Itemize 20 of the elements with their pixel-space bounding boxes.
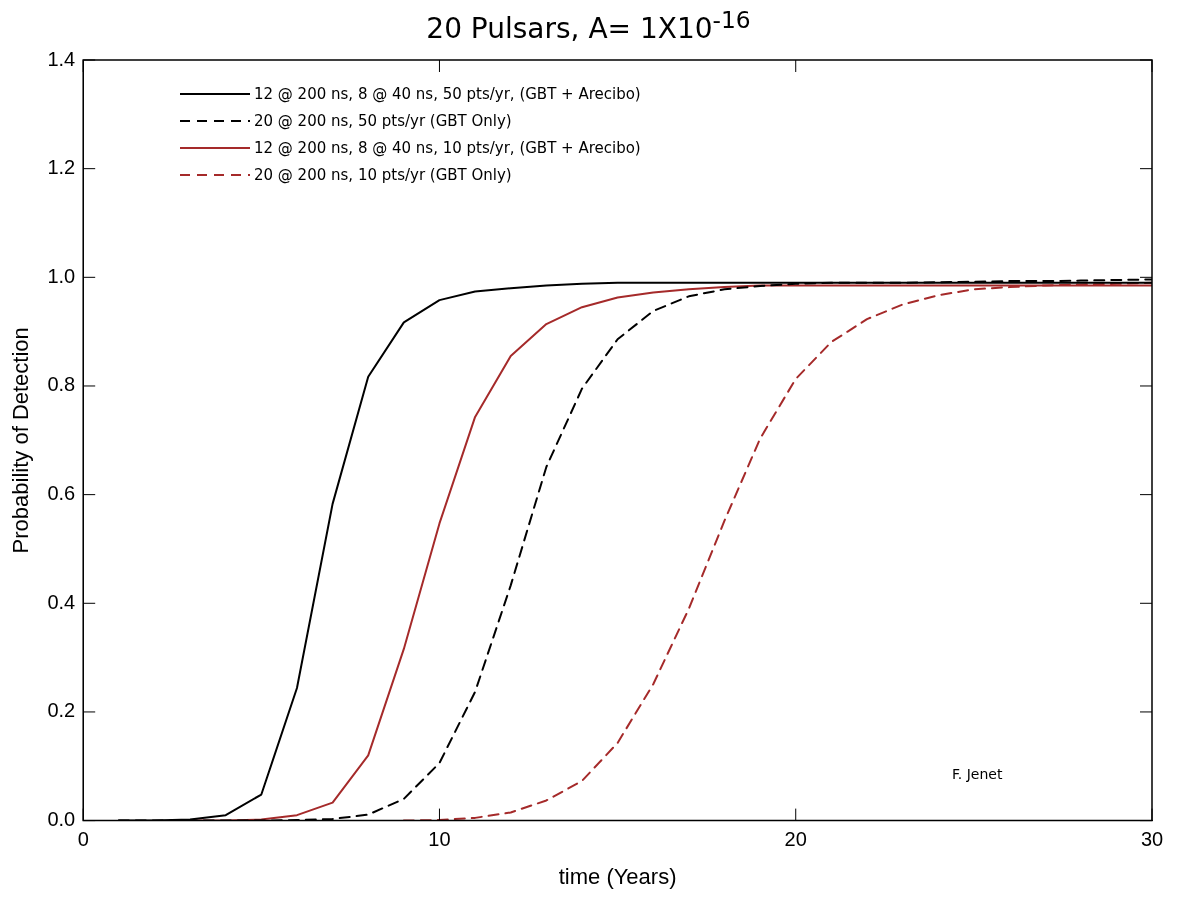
annotation: F. Jenet — [952, 766, 1003, 783]
chart-title: 20 Pulsars, A= 1X10$^{-16}$ — [425, 6, 752, 46]
y-tick-label: 0.2 — [47, 699, 76, 722]
y-tick-label: 1.0 — [47, 264, 76, 287]
y-tick-label: 1.2 — [47, 156, 76, 179]
y-tick-label: 1.4 — [47, 47, 76, 70]
y-tick-label: 0.6 — [47, 482, 76, 505]
legend-label: 20 @ 200 ns, 50 pts/yr (GBT Only) — [254, 111, 512, 130]
x-tick-label: 30 — [1140, 828, 1164, 851]
y-tick-label: 0.8 — [47, 373, 76, 396]
x-tick-label: 0 — [77, 828, 89, 851]
legend-label: 12 @ 200 ns, 8 @ 40 ns, 50 pts/yr, (GBT + Arecibo) — [254, 84, 641, 103]
y-tick-label: 0.0 — [47, 808, 76, 831]
y-axis-title: Probability of Detection — [8, 327, 34, 554]
x-tick-label: 20 — [784, 828, 807, 851]
legend-label: 12 @ 200 ns, 8 @ 40 ns, 10 pts/yr, (GBT + Arecibo) — [254, 138, 641, 157]
legend-label: 20 @ 200 ns, 10 pts/yr (GBT Only) — [254, 165, 512, 184]
x-tick-label: 10 — [428, 828, 451, 851]
y-tick-label: 0.4 — [47, 590, 76, 613]
x-axis-title: time (Years) — [558, 863, 677, 889]
